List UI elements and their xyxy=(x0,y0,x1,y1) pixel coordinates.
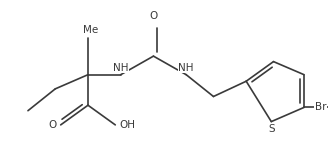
Text: Me: Me xyxy=(82,25,98,35)
Text: O: O xyxy=(48,120,56,130)
Text: NH: NH xyxy=(113,62,128,72)
Text: O: O xyxy=(149,11,158,21)
Text: NH: NH xyxy=(179,62,194,72)
Text: Br: Br xyxy=(315,102,326,112)
Text: OH: OH xyxy=(120,120,136,130)
Text: S: S xyxy=(268,124,275,134)
